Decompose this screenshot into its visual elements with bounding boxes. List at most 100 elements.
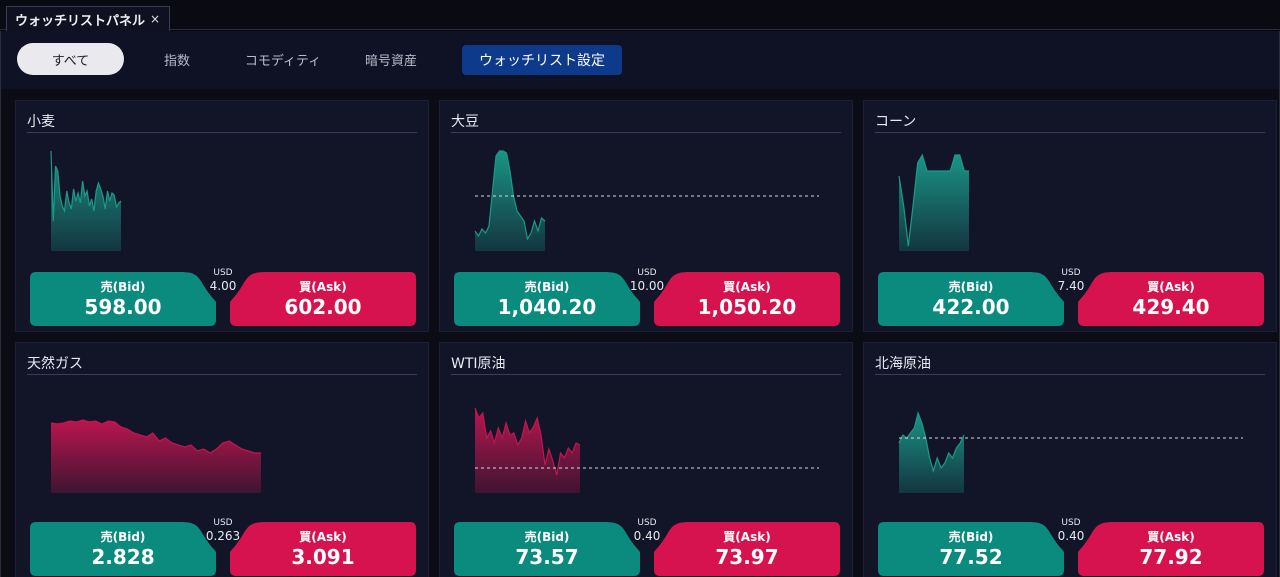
- bid-label: 売(Bid): [524, 529, 570, 544]
- ask-button[interactable]: 買(Ask) 602.00: [230, 272, 416, 326]
- ask-price: 73.97: [715, 544, 779, 569]
- instrument-card[interactable]: 小麦 売(Bid) 598.00 買(Ask) 602.00 USD 4.00: [15, 100, 429, 332]
- title-divider: [451, 132, 841, 133]
- spread-value: 7.40: [1057, 279, 1085, 293]
- sparkline-area: [475, 151, 545, 251]
- sparkline-line: [50, 419, 261, 454]
- bid-button-shape[interactable]: [454, 272, 640, 326]
- price-sparkline: [474, 407, 819, 493]
- instrument-card[interactable]: コーン 売(Bid) 422.00 買(Ask) 429.40 USD 7.40: [863, 100, 1277, 332]
- price-sparkline: [474, 150, 819, 251]
- bid-button-shape[interactable]: [878, 272, 1064, 326]
- bid-button-shape[interactable]: [454, 522, 640, 576]
- title-divider: [27, 374, 417, 375]
- bid-button[interactable]: 売(Bid) 2.828: [30, 522, 216, 576]
- ask-button[interactable]: 買(Ask) 3.091: [230, 522, 416, 576]
- bid-label: 売(Bid): [100, 529, 146, 544]
- instrument-name: 天然ガス: [27, 356, 83, 372]
- price-sparkline: [898, 153, 969, 251]
- ask-label: 買(Ask): [299, 279, 347, 294]
- ask-button[interactable]: 買(Ask) 73.97: [654, 522, 840, 576]
- ask-price: 3.091: [291, 544, 355, 569]
- instrument-card[interactable]: 大豆 売(Bid) 1,040.20 買(Ask) 1,050.20 USD 10.00: [439, 100, 853, 332]
- sparkline-line: [898, 153, 969, 247]
- quote-buttons-shape: [454, 522, 840, 576]
- ask-label: 買(Ask): [299, 529, 347, 544]
- spread-display: USD 0.40: [622, 518, 672, 544]
- ask-button[interactable]: 買(Ask) 429.40: [1078, 272, 1264, 326]
- ask-button-shape[interactable]: [230, 522, 416, 576]
- sparkline-area: [51, 420, 261, 493]
- quote-buttons-shape: [878, 522, 1264, 576]
- bid-label: 売(Bid): [524, 279, 570, 294]
- quote-row: 売(Bid) 422.00 買(Ask) 429.40 USD 7.40: [878, 268, 1264, 326]
- spread-currency: USD: [637, 518, 657, 528]
- title-divider: [27, 132, 417, 133]
- ask-price: 77.92: [1139, 544, 1203, 569]
- watchlist-settings-button[interactable]: ウォッチリスト設定: [462, 45, 622, 75]
- ask-label: 買(Ask): [723, 279, 771, 294]
- ask-button[interactable]: 買(Ask) 77.92: [1078, 522, 1264, 576]
- bid-button[interactable]: 売(Bid) 77.52: [878, 522, 1064, 576]
- instrument-card[interactable]: 天然ガス 売(Bid) 2.828 買(Ask) 3.091 USD 0.263: [15, 342, 429, 577]
- quote-buttons-shape: [454, 272, 840, 326]
- ask-price: 602.00: [284, 294, 362, 319]
- filter-index-button[interactable]: 指数: [163, 53, 190, 69]
- ask-button-shape[interactable]: [654, 272, 840, 326]
- spread-display: USD 0.40: [1046, 518, 1096, 544]
- quote-buttons-shape: [30, 272, 416, 326]
- bid-price: 2.828: [91, 544, 155, 569]
- ask-button-shape[interactable]: [230, 272, 416, 326]
- filter-commodity-button[interactable]: コモディティ: [244, 53, 322, 69]
- ask-button-shape[interactable]: [1078, 272, 1264, 326]
- bid-button-shape[interactable]: [878, 522, 1064, 576]
- instrument-name: 北海原油: [875, 356, 931, 372]
- bid-button-shape[interactable]: [30, 272, 216, 326]
- ask-button[interactable]: 買(Ask) 1,050.20: [654, 272, 840, 326]
- close-icon[interactable]: ×: [149, 12, 160, 26]
- spread-value: 0.263: [205, 529, 241, 543]
- title-divider: [451, 374, 841, 375]
- ask-price: 429.40: [1132, 294, 1210, 319]
- bid-button[interactable]: 売(Bid) 1,040.20: [454, 272, 640, 326]
- sparkline-area: [51, 151, 121, 251]
- instrument-card[interactable]: WTI原油 売(Bid) 73.57 買(Ask) 73.97 USD 0.40: [439, 342, 853, 577]
- ask-label: 買(Ask): [1147, 529, 1195, 544]
- spread-currency: USD: [213, 518, 233, 528]
- bid-label: 売(Bid): [100, 279, 146, 294]
- bid-button[interactable]: 売(Bid) 422.00: [878, 272, 1064, 326]
- tab-watchlist-panel[interactable]: ウォッチリストパネル ×: [6, 6, 170, 31]
- spread-value: 10.00: [629, 279, 665, 293]
- instrument-name: 小麦: [27, 114, 55, 130]
- sparkline-area: [899, 413, 964, 493]
- ask-price: 1,050.20: [697, 294, 797, 319]
- instrument-name: コーン: [875, 114, 917, 130]
- tab-title: ウォッチリストパネル: [15, 13, 146, 29]
- instrument-card[interactable]: 北海原油 売(Bid) 77.52 買(Ask) 77.92 USD 0.40: [863, 342, 1277, 577]
- spread-value: 4.00: [209, 279, 237, 293]
- bid-label: 売(Bid): [948, 529, 994, 544]
- bid-label: 売(Bid): [948, 279, 994, 294]
- bid-price: 598.00: [84, 294, 162, 319]
- price-sparkline: [50, 419, 261, 493]
- filter-all-button[interactable]: すべて: [17, 43, 124, 75]
- title-divider: [875, 132, 1265, 133]
- spread-currency: USD: [213, 268, 233, 278]
- ask-button-shape[interactable]: [654, 522, 840, 576]
- quote-row: 売(Bid) 1,040.20 買(Ask) 1,050.20 USD 10.00: [454, 268, 840, 326]
- bid-price: 1,040.20: [497, 294, 597, 319]
- quote-buttons-shape: [878, 272, 1264, 326]
- spread-display: USD 10.00: [622, 268, 672, 294]
- bid-button-shape[interactable]: [30, 522, 216, 576]
- title-divider: [875, 374, 1265, 375]
- spread-display: USD 4.00: [198, 268, 248, 294]
- ask-button-shape[interactable]: [1078, 522, 1264, 576]
- price-sparkline: [50, 150, 122, 251]
- spread-value: 0.40: [633, 529, 661, 543]
- bid-button[interactable]: 売(Bid) 73.57: [454, 522, 640, 576]
- spread-display: USD 0.263: [198, 518, 248, 544]
- bid-price: 422.00: [932, 294, 1010, 319]
- bid-price: 73.57: [515, 544, 579, 569]
- filter-crypto-button[interactable]: 暗号資産: [364, 53, 417, 69]
- bid-button[interactable]: 売(Bid) 598.00: [30, 272, 216, 326]
